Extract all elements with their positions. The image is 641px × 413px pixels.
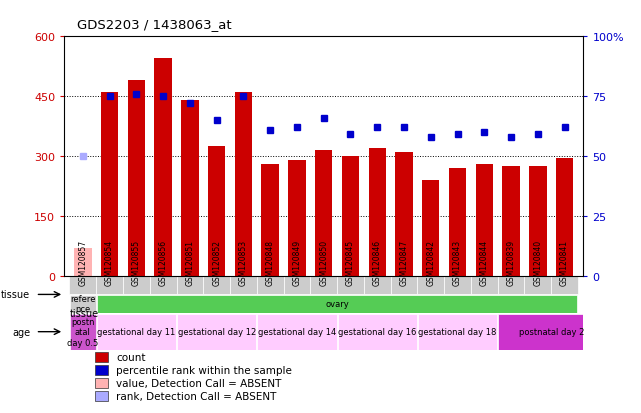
Text: GSM120852: GSM120852 — [212, 239, 221, 285]
Text: GSM120855: GSM120855 — [132, 239, 141, 285]
Text: GSM120847: GSM120847 — [399, 239, 408, 285]
Bar — [262, 165, 279, 276]
Bar — [551, 276, 578, 294]
Text: GSM120857: GSM120857 — [78, 239, 87, 285]
Bar — [417, 276, 444, 294]
Text: tissue: tissue — [69, 308, 99, 318]
Bar — [96, 352, 108, 363]
Bar — [315, 151, 333, 276]
Bar — [342, 157, 359, 276]
Bar — [181, 101, 199, 276]
Bar — [70, 295, 96, 313]
Bar — [395, 153, 413, 276]
Bar — [524, 276, 551, 294]
Bar — [150, 276, 176, 294]
Text: GSM120841: GSM120841 — [560, 239, 569, 285]
Bar — [390, 276, 417, 294]
Bar — [337, 276, 364, 294]
Bar — [503, 166, 520, 276]
Bar — [338, 314, 417, 350]
Text: gestational day 14: gestational day 14 — [258, 328, 336, 336]
Bar — [369, 149, 386, 276]
Text: GSM120856: GSM120856 — [158, 239, 168, 285]
Text: rank, Detection Call = ABSENT: rank, Detection Call = ABSENT — [116, 391, 276, 401]
Text: gestational day 12: gestational day 12 — [178, 328, 256, 336]
Bar — [128, 81, 145, 276]
Bar — [154, 59, 172, 276]
Bar — [283, 276, 310, 294]
Text: GSM120851: GSM120851 — [185, 239, 194, 285]
Bar — [208, 147, 226, 276]
Bar — [418, 314, 497, 350]
Bar — [97, 295, 578, 313]
Text: GSM120842: GSM120842 — [426, 239, 435, 285]
Bar — [235, 93, 252, 276]
Bar — [96, 276, 123, 294]
Text: GSM120840: GSM120840 — [533, 239, 542, 285]
Text: GSM120843: GSM120843 — [453, 239, 462, 285]
Text: GSM120853: GSM120853 — [239, 239, 248, 285]
Bar — [96, 391, 108, 401]
Text: postnatal day 2: postnatal day 2 — [519, 328, 584, 336]
Bar — [101, 93, 119, 276]
Text: GSM120850: GSM120850 — [319, 239, 328, 285]
Text: GSM120848: GSM120848 — [265, 239, 275, 285]
Bar — [556, 159, 573, 276]
Bar — [96, 365, 108, 375]
Text: GSM120844: GSM120844 — [479, 239, 489, 285]
Bar — [123, 276, 150, 294]
Bar — [444, 276, 471, 294]
Bar — [310, 276, 337, 294]
Bar — [497, 276, 524, 294]
Text: gestational day 11: gestational day 11 — [97, 328, 176, 336]
Bar — [422, 180, 440, 276]
Bar — [476, 165, 493, 276]
Text: GSM120854: GSM120854 — [105, 239, 114, 285]
Bar — [97, 314, 176, 350]
Text: GSM120845: GSM120845 — [346, 239, 355, 285]
Bar — [176, 276, 203, 294]
Bar — [74, 248, 92, 276]
Text: gestational day 16: gestational day 16 — [338, 328, 417, 336]
Text: tissue: tissue — [1, 290, 30, 300]
Bar — [257, 314, 337, 350]
Text: count: count — [116, 352, 146, 362]
Bar — [449, 169, 466, 276]
Text: gestational day 18: gestational day 18 — [419, 328, 497, 336]
Text: GSM120846: GSM120846 — [372, 239, 382, 285]
Bar — [70, 314, 96, 350]
Text: GDS2203 / 1438063_at: GDS2203 / 1438063_at — [77, 18, 231, 31]
Text: ovary: ovary — [325, 299, 349, 309]
Text: refere
nce: refere nce — [70, 294, 96, 314]
Bar — [498, 314, 604, 350]
Bar — [288, 161, 306, 276]
Bar — [230, 276, 257, 294]
Text: age: age — [12, 327, 30, 337]
Bar — [257, 276, 283, 294]
Bar — [471, 276, 497, 294]
Bar — [69, 276, 96, 294]
Text: postn
atal
day 0.5: postn atal day 0.5 — [67, 317, 99, 347]
Bar — [96, 378, 108, 388]
Text: value, Detection Call = ABSENT: value, Detection Call = ABSENT — [116, 378, 281, 388]
Text: GSM120849: GSM120849 — [292, 239, 301, 285]
Text: percentile rank within the sample: percentile rank within the sample — [116, 365, 292, 375]
Bar — [203, 276, 230, 294]
Bar — [177, 314, 256, 350]
Text: GSM120839: GSM120839 — [506, 239, 515, 285]
Bar — [529, 166, 547, 276]
Bar — [364, 276, 390, 294]
